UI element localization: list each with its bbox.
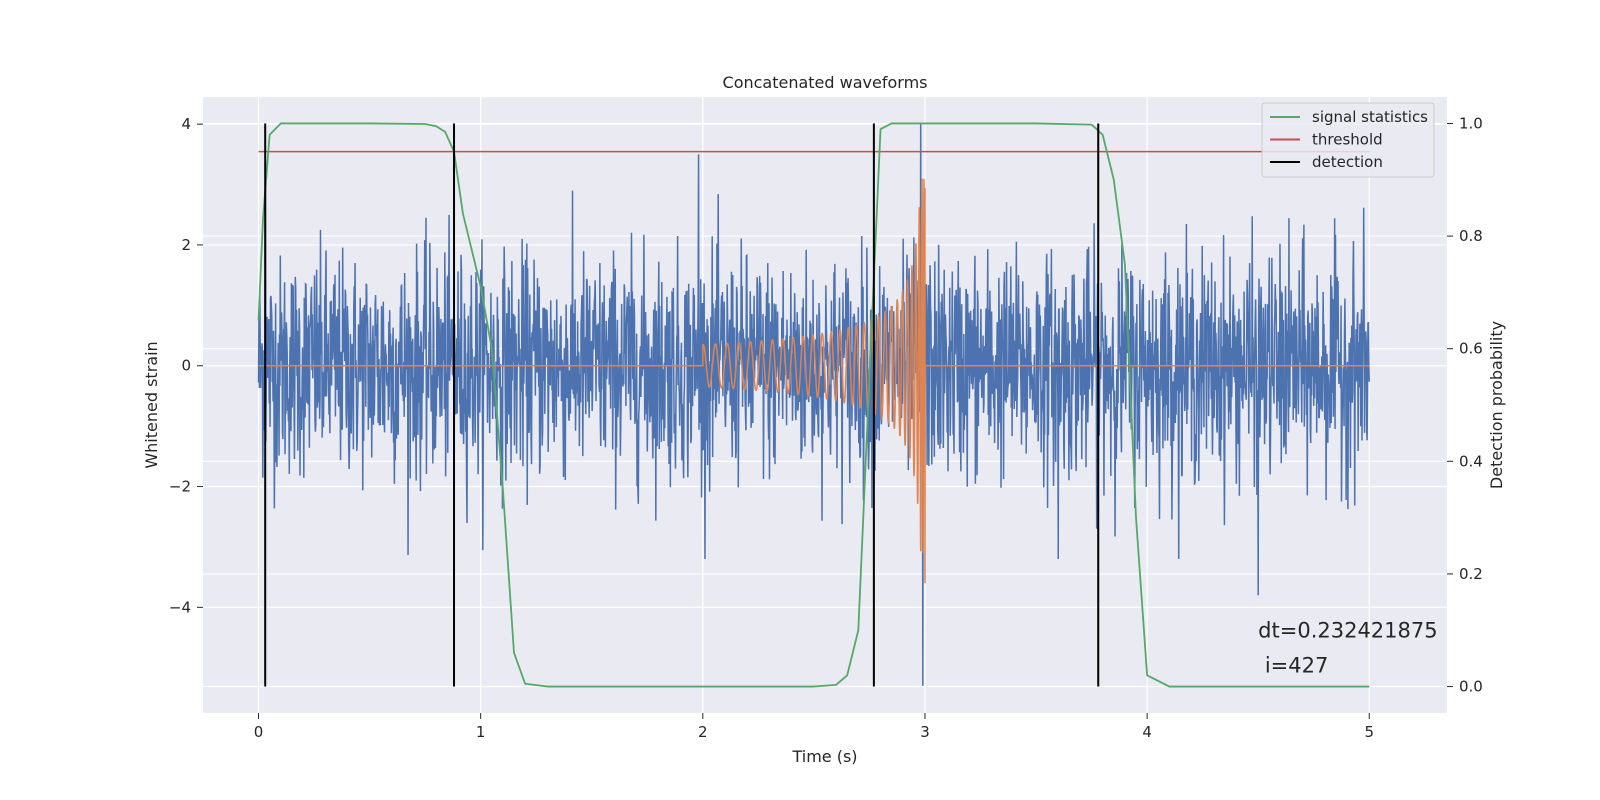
y-tick-label: 0 — [181, 357, 191, 375]
ticks: 0 1 2 3 4 5 −4 −2 0 2 4 0.0 0.2 0.4 0.6 0.8 1.0 — [169, 114, 1483, 741]
legend-box — [1261, 102, 1435, 178]
annotation-dt: dt=0.232421875 — [1258, 618, 1437, 642]
x-tick-label: 0 — [254, 723, 264, 741]
y2-tick-label: 0.8 — [1459, 227, 1483, 245]
y2-tick-label: 0.0 — [1459, 678, 1483, 696]
y-tick-label: 4 — [181, 115, 191, 133]
chirp-waveform-line — [258, 178, 1370, 584]
y-tick-label: −2 — [169, 478, 191, 496]
x-tick-label: 5 — [1364, 723, 1374, 741]
plot-area — [257, 122, 1370, 688]
legend: signal statistics threshold detection — [1261, 102, 1435, 178]
x-axis-label: Time (s) — [791, 747, 857, 766]
y2-tick-label: 0.4 — [1459, 452, 1483, 470]
signal-statistics-line — [257, 122, 1370, 688]
legend-label: threshold — [1312, 131, 1383, 149]
y2-tick-label: 0.6 — [1459, 340, 1483, 358]
y2-tick-label: 1.0 — [1459, 114, 1483, 132]
y-tick-label: −4 — [169, 598, 191, 616]
legend-label: detection — [1312, 153, 1383, 171]
strain-noise-line — [257, 124, 1370, 686]
x-tick-label: 2 — [698, 723, 708, 741]
y-axis-label: Whitened strain — [142, 341, 161, 468]
y-tick-label: 2 — [181, 236, 191, 254]
x-tick-label: 3 — [920, 723, 930, 741]
annotation-index: i=427 — [1258, 654, 1328, 678]
x-tick-label: 1 — [476, 723, 486, 741]
legend-label: signal statistics — [1312, 108, 1428, 126]
y2-tick-label: 0.2 — [1459, 565, 1483, 583]
chart-title: Concatenated waveforms — [723, 73, 928, 92]
x-tick-label: 4 — [1142, 723, 1152, 741]
y2-axis-label: Detection probability — [1487, 321, 1506, 489]
